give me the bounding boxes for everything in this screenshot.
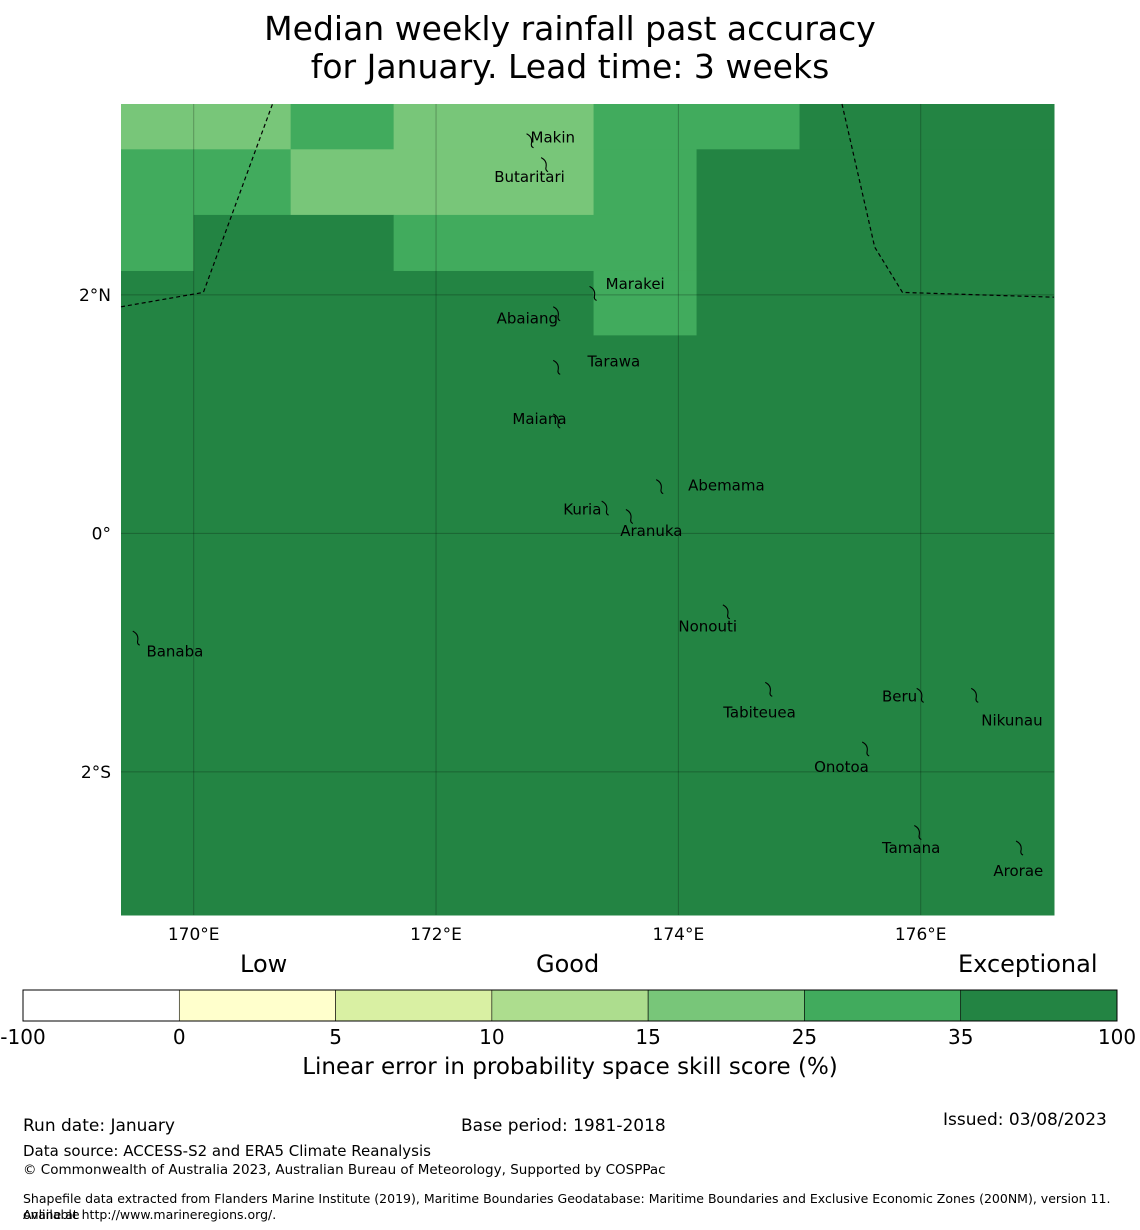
base-period: Base period: 1981-2018: [461, 1116, 666, 1136]
colorbar-frame: [22, 989, 1118, 1022]
lat-tick-label: 0°: [92, 524, 111, 544]
colorbar-swatch: [647, 989, 805, 1022]
shapefile-credit-line-2: online at http://www.marineregions.org/.: [23, 1207, 277, 1222]
island-label: Abemama: [688, 477, 765, 495]
island-label: Aranuka: [620, 522, 682, 540]
skill-cell: [193, 214, 395, 272]
colorbar-title: Linear error in probability space skill …: [302, 1054, 838, 1080]
lon-tick-label: 174°E: [653, 925, 705, 945]
issued-date: Issued: 03/08/2023: [943, 1110, 1107, 1130]
skill-cell: [696, 270, 1055, 336]
skill-cell: [593, 270, 698, 336]
island-outline: [540, 157, 549, 173]
colorbar-tick-label: 0: [173, 1025, 186, 1049]
skill-cell: [393, 214, 698, 272]
island-label: Tabiteuea: [722, 703, 796, 721]
shapefile-credit-line-1: Shapefile data extracted from Flanders M…: [23, 1191, 1111, 1222]
skill-cell: [121, 214, 195, 272]
island-label: Beru: [882, 688, 917, 706]
island-label: Maiana: [512, 410, 566, 428]
island-outline: [552, 413, 561, 429]
map-title: Median weekly rainfall past accuracy for…: [0, 10, 1140, 86]
island-label: Tarawa: [587, 353, 641, 371]
island-outline: [861, 741, 870, 757]
title-line-2: for January. Lead time: 3 weeks: [310, 47, 830, 86]
island-label: Marakei: [606, 275, 665, 293]
colorbar-swatch: [178, 989, 336, 1022]
island-outline: [552, 306, 561, 322]
skill-cell: [290, 149, 595, 216]
island-label: Arorae: [993, 862, 1043, 880]
run-date: Run date: January: [23, 1116, 175, 1136]
eez-boundary: [120, 103, 274, 308]
skill-cell: [696, 149, 1055, 216]
island-outline: [655, 479, 664, 495]
map-figure: Makin Butaritari Marakei Abaiang Tarawa Maian…: [0, 103, 1136, 1049]
colorbar-tick-label: 25: [792, 1025, 817, 1049]
island-outline: [1015, 840, 1024, 856]
skill-cell: [393, 104, 595, 150]
colorbar-swatch: [22, 989, 180, 1022]
title-line-1: Median weekly rainfall past accuracy: [264, 9, 876, 48]
island-label: Abaiang: [497, 310, 558, 328]
island-label: Banaba: [146, 642, 203, 660]
lat-tick-label: 2°S: [81, 763, 111, 783]
copyright: © Commonwealth of Australia 2023, Austra…: [23, 1162, 666, 1178]
island-outline: [970, 687, 979, 703]
skill-cell: [290, 104, 395, 150]
island-label: Kuria: [563, 501, 601, 519]
island-label: Nonouti: [678, 617, 737, 635]
island-outline: [526, 133, 534, 149]
island-label: Tamana: [881, 839, 940, 857]
skill-cell: [593, 149, 698, 216]
skill-cell: [121, 149, 292, 216]
island-outline: [764, 681, 773, 697]
colorbar-swatch: [491, 989, 649, 1022]
category-low-label: Low: [240, 950, 288, 978]
lon-tick-label: 176°E: [895, 925, 947, 945]
colorbar-tick-label: 10: [479, 1025, 504, 1049]
island-outline: [916, 687, 924, 703]
skill-cell: [121, 104, 195, 150]
category-good-label: Good: [536, 950, 600, 978]
island-outline: [589, 285, 597, 301]
island-outline: [132, 630, 140, 646]
skill-cell: [799, 104, 1055, 150]
data-source: Data source: ACCESS-S2 and ERA5 Climate …: [23, 1142, 431, 1160]
colorbar-tick-label: -100: [0, 1025, 45, 1049]
colorbar-tick-label: 100: [1098, 1025, 1136, 1049]
colorbar-swatch: [960, 989, 1118, 1022]
skill-cell: [696, 214, 1055, 272]
skill-cell: [121, 270, 595, 336]
island-outline: [601, 500, 609, 516]
colorbar-tick-label: 5: [329, 1025, 342, 1049]
skill-cell: [193, 104, 292, 150]
lon-tick-label: 170°E: [168, 925, 220, 945]
island-outline: [625, 508, 634, 524]
colorbar-tick-label: 15: [635, 1025, 660, 1049]
skill-cell: [593, 104, 801, 150]
island-label: Onotoa: [814, 758, 869, 776]
island-outline: [914, 825, 922, 841]
island-outline: [722, 604, 731, 620]
island-outline: [552, 359, 561, 375]
island-label: Butaritari: [494, 168, 565, 186]
colorbar-swatch: [335, 989, 493, 1022]
island-label: Nikunau: [981, 712, 1042, 730]
colorbar-tick-label: 35: [948, 1025, 973, 1049]
lon-tick-label: 172°E: [410, 925, 462, 945]
island-label: Makin: [531, 128, 576, 146]
colorbar-swatch: [804, 989, 962, 1022]
eez-boundary: [841, 103, 1055, 298]
skill-cell: [121, 335, 1055, 916]
category-exceptional-label: Exceptional: [958, 950, 1098, 978]
lat-tick-label: 2°N: [79, 286, 111, 306]
